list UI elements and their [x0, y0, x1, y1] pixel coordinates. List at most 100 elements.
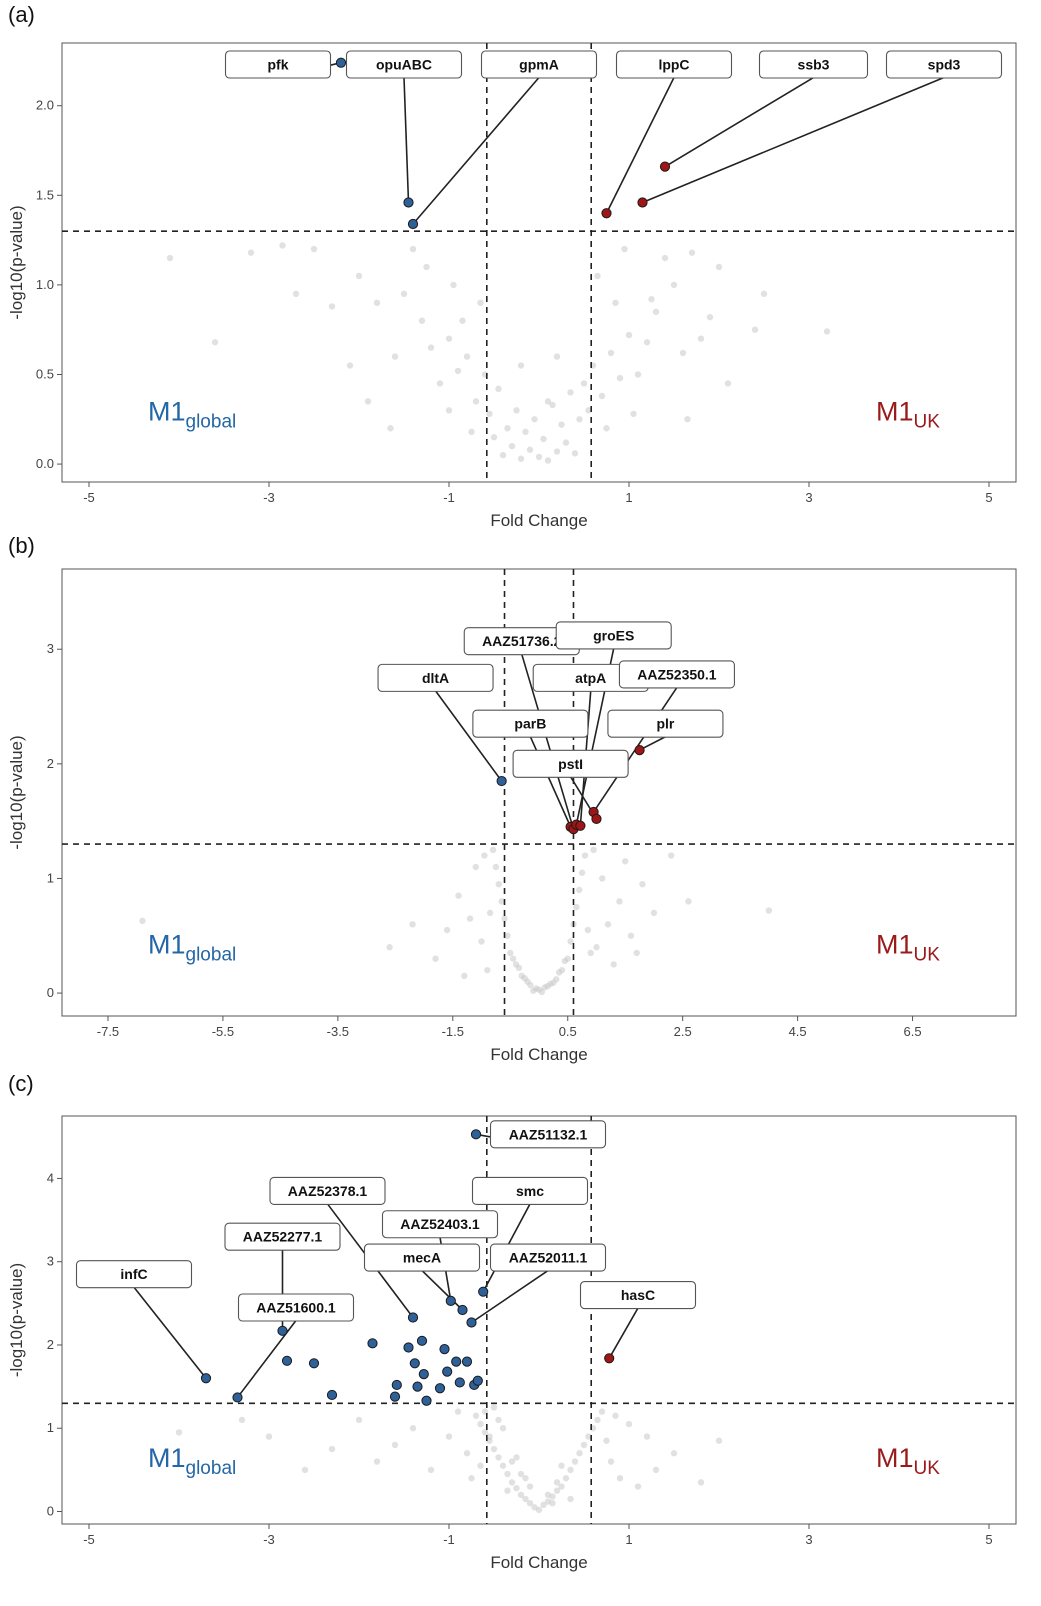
background-point	[625, 331, 633, 339]
x-axis-title: Fold Change	[490, 511, 587, 530]
background-point	[584, 926, 592, 934]
background-point	[587, 949, 594, 957]
gene-label-box	[618, 660, 735, 689]
y-tick-label: 1	[47, 870, 54, 885]
background-point	[580, 380, 588, 387]
background-point	[616, 1475, 624, 1482]
label-leader-line	[605, 77, 675, 214]
background-point	[445, 407, 453, 414]
background-point	[515, 964, 523, 972]
background-point	[517, 455, 525, 462]
background-point	[535, 453, 543, 461]
background-point	[531, 1504, 538, 1511]
background-point	[538, 988, 546, 996]
background-point	[553, 448, 561, 455]
background-point	[463, 353, 471, 360]
label-leader-line	[434, 690, 503, 782]
background-point	[585, 1433, 592, 1440]
background-point	[580, 1441, 588, 1449]
y-tick-label: 0.0	[36, 456, 54, 471]
x-tick-label: -3	[263, 490, 275, 505]
gene-label-text: AAZ51736.2	[482, 633, 562, 649]
gene-label-box	[607, 709, 724, 738]
y-axis-title: -log10(p-value)	[7, 735, 26, 849]
group-label-left-main: M1	[148, 1443, 186, 1473]
significant-point-down	[445, 1295, 456, 1306]
background-point	[504, 1487, 511, 1494]
background-point	[603, 425, 610, 432]
x-tick-label: -1.5	[442, 1024, 464, 1039]
group-label-left-main: M1	[148, 397, 186, 427]
background-point	[391, 1441, 399, 1449]
x-tick-label: 4.5	[789, 1024, 807, 1039]
background-point	[652, 308, 660, 315]
background-point	[648, 296, 655, 303]
background-point	[652, 1466, 660, 1474]
volcano-plot-c: 0 1 2 3 4 -5 -3 -1 1 3 5 Fold Change -log10(p-value)…	[7, 1115, 1017, 1572]
background-point	[409, 1425, 417, 1432]
significant-point-up	[604, 1353, 615, 1364]
group-label-right-sub: UK	[914, 944, 941, 965]
significant-point-down	[409, 1358, 420, 1369]
background-point	[544, 457, 552, 464]
gene-label-text: AAZ51600.1	[256, 1300, 336, 1316]
gene-label-box	[489, 1120, 607, 1149]
background-point	[468, 1475, 475, 1482]
background-point	[423, 263, 430, 271]
y-tick-label: 1	[47, 1420, 54, 1435]
background-point	[604, 921, 612, 928]
background-point	[443, 926, 451, 934]
label-leader-line	[520, 653, 575, 830]
background-point	[706, 313, 714, 321]
background-point	[578, 869, 586, 876]
background-point	[639, 880, 646, 888]
background-point	[279, 242, 286, 249]
background-point	[364, 398, 372, 405]
gene-label-text: AAZ51132.1	[509, 1126, 588, 1142]
gene-label-box	[237, 1293, 355, 1322]
x-tick-label: 5	[985, 490, 992, 505]
background-point	[492, 863, 500, 871]
background-point	[454, 367, 462, 375]
group-label-left-sub: global	[186, 1458, 237, 1479]
group-label-left-main: M1	[148, 929, 186, 959]
background-point	[508, 442, 516, 450]
background-point	[486, 1433, 493, 1440]
background-point	[450, 281, 457, 289]
background-point	[477, 1462, 484, 1469]
background-point	[391, 353, 399, 360]
group-label-right-sub: UK	[914, 1458, 941, 1479]
label-leader-line	[421, 1269, 464, 1311]
x-tick-label: -5.5	[212, 1024, 234, 1039]
background-point	[558, 1483, 565, 1490]
plot-frame-a	[61, 42, 1017, 483]
background-point	[594, 1416, 601, 1424]
gene-label-box	[885, 50, 1003, 79]
significant-point-down	[407, 1312, 419, 1323]
background-point	[585, 407, 592, 414]
background-point	[468, 428, 475, 436]
background-point	[553, 1487, 561, 1494]
y-tick-label: 2	[47, 756, 54, 771]
background-point	[650, 909, 658, 917]
significant-point-down	[478, 1286, 489, 1297]
significant-point-down	[403, 1342, 414, 1353]
significant-point-down	[439, 1344, 450, 1355]
background-point	[355, 1416, 363, 1424]
significant-point-down	[442, 1366, 453, 1377]
background-point	[621, 245, 628, 253]
significant-point-down	[281, 1355, 293, 1366]
y-tick-label: 1.0	[36, 277, 54, 292]
background-point	[455, 892, 462, 899]
background-point	[346, 362, 354, 369]
x-axis-title: Fold Change	[490, 1553, 587, 1572]
gene-label-box	[377, 663, 494, 692]
y-axis-title: -log10(p-value)	[7, 205, 26, 319]
background-point	[436, 380, 444, 387]
background-point	[504, 1470, 511, 1478]
gene-label-box	[471, 1176, 589, 1205]
background-point	[823, 328, 831, 335]
x-tick-label: 1	[625, 490, 632, 505]
background-point	[567, 1495, 574, 1503]
background-point	[531, 416, 538, 423]
